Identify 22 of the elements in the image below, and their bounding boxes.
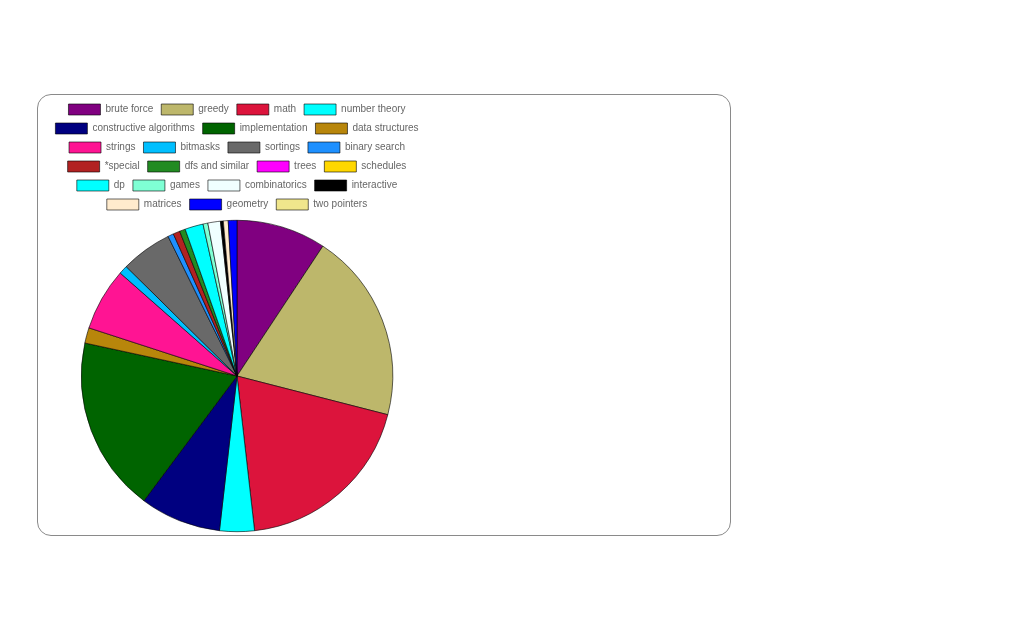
legend-label: geometry: [226, 198, 269, 210]
legend-label: bitmasks: [180, 141, 220, 153]
legend-label: brute force: [105, 103, 154, 115]
legend-label: greedy: [198, 103, 229, 115]
legend-label: schedules: [361, 160, 407, 172]
legend-label: math: [273, 103, 297, 115]
legend-label: *special: [104, 160, 140, 172]
legend-label: strings: [106, 141, 136, 153]
legend-label: sortings: [264, 141, 300, 153]
legend-label: constructive algorithms: [92, 122, 195, 134]
legend-label: interactive: [351, 179, 398, 191]
legend-label: implementation: [239, 122, 308, 134]
legend-label: data structures: [352, 122, 419, 134]
legend-label: two pointers: [313, 198, 368, 210]
legend-label: matrices: [143, 198, 182, 210]
legend-label: trees: [294, 160, 317, 172]
legend-label: games: [169, 179, 200, 191]
legend-label: dfs and similar: [184, 160, 250, 172]
legend-label: combinatorics: [244, 179, 307, 191]
legend-label: binary search: [344, 141, 405, 153]
legend-label: number theory: [341, 103, 406, 115]
legend-label: dp: [113, 179, 126, 191]
